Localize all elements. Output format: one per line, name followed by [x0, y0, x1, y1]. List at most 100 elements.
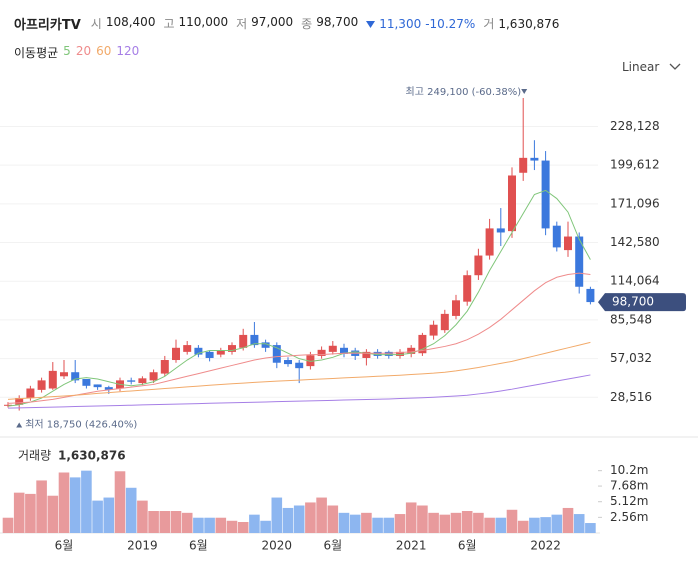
down-arrow [366, 20, 376, 28]
volume-bar [193, 517, 204, 533]
candle-body [216, 350, 225, 355]
volume-bar [181, 512, 193, 533]
candle-body [295, 362, 304, 369]
volume-bar [260, 520, 271, 533]
candle-body [15, 398, 24, 405]
ma-legend-item: 20 [75, 44, 92, 58]
candle-body [474, 255, 483, 276]
ma-line [7, 374, 591, 409]
volume-bar [473, 512, 484, 533]
candle-body [26, 388, 35, 399]
candle-body [172, 347, 180, 361]
quote-value: 108,400 [105, 15, 156, 29]
volume-bar [394, 514, 406, 533]
quotes: 시 108,400 고 110,000 저 97,000 종 98,700 [91, 15, 362, 32]
candle-body [194, 347, 203, 355]
candle-body [384, 351, 393, 356]
volume-bar [484, 517, 495, 533]
candle-body [127, 380, 136, 382]
quote-header: 아프리카TV 시 108,400 고 110,000 저 97,000 종 98,700 11… [14, 14, 559, 33]
candle-body [160, 360, 169, 374]
volume-bar [58, 472, 70, 533]
candle-body [541, 160, 550, 229]
y-tick-label: 28,516 [610, 390, 652, 404]
volume-bar [92, 500, 103, 533]
ma-legend-title: 이동평균 [14, 46, 59, 60]
ma-line [7, 189, 591, 407]
candle-body [328, 345, 337, 352]
x-tick-label: 2022 [530, 539, 561, 553]
y-tick-label: 85,548 [610, 312, 652, 326]
stock-name: 아프리카TV [14, 18, 81, 33]
volume-bar [215, 517, 227, 533]
candle-body [564, 236, 572, 251]
volume-bar [573, 514, 585, 533]
candle-body [530, 157, 539, 161]
chevron [669, 63, 681, 70]
volume-bar [417, 505, 428, 533]
candle-body [272, 345, 281, 363]
volume-bar [271, 497, 283, 533]
candle-body [4, 404, 12, 406]
candle-body [239, 334, 248, 348]
candle-body [82, 379, 91, 386]
ma-line [7, 341, 591, 400]
x-tick-label: 6월 [458, 539, 477, 553]
y-tick-label: 199,612 [610, 158, 660, 172]
candle-body [463, 275, 472, 302]
volume-bar [170, 511, 182, 533]
y-tick-label: 5.12m [610, 494, 648, 508]
x-tick-label: 2021 [396, 539, 427, 553]
volume-bar [316, 497, 327, 533]
x-tick-label: 6월 [189, 539, 208, 553]
volume-bar [36, 480, 47, 533]
volume-bar [327, 505, 339, 533]
candle-body [183, 345, 192, 352]
volume-bar [148, 511, 159, 533]
change-pct: -10.27% [425, 16, 476, 31]
quote-label: 종 [301, 17, 313, 31]
x-tick-label: 6월 [55, 539, 74, 553]
y-tick-label: 228,128 [610, 119, 660, 133]
candle-body [496, 228, 505, 233]
candle-body [261, 342, 270, 348]
y-tick-label: 7.68m [610, 479, 648, 493]
candle-body [71, 372, 80, 381]
volume-bar [338, 512, 350, 533]
volume-bar [25, 493, 36, 533]
candle-body [373, 351, 382, 356]
candle-body [60, 372, 68, 377]
low-arrow [16, 422, 23, 428]
candle-body [429, 324, 438, 336]
y-tick-label: 114,064 [610, 274, 660, 288]
volume-bar [137, 500, 148, 533]
candle-body [407, 347, 416, 354]
x-tick-label: 2020 [262, 539, 293, 553]
ma-legend-item: 120 [116, 44, 140, 58]
volume-bar [282, 507, 294, 533]
volume-bar [2, 517, 14, 533]
high-arrow [521, 89, 528, 95]
quote-value: 98,700 [316, 15, 359, 29]
candle-body [116, 380, 124, 389]
volume-bar [69, 477, 81, 533]
x-tick-label: 2019 [127, 539, 158, 553]
volume-bar [461, 511, 473, 533]
low-annotation: 최저 18,750 (426.40%) [25, 419, 137, 431]
quote-value: 97,000 [251, 15, 294, 29]
volume-bar [125, 487, 137, 533]
volume-bar [495, 517, 507, 533]
candle-body [552, 225, 561, 248]
candle-body [396, 351, 404, 356]
volume-bar [383, 517, 395, 533]
y-tick-label: 142,580 [610, 235, 660, 249]
candle-body [575, 236, 584, 287]
volume-bar [517, 520, 529, 533]
candle-body [149, 372, 158, 381]
volume: 1,630,876 [498, 16, 560, 31]
candle-body [228, 345, 236, 352]
scale-mode[interactable]: Linear [622, 60, 681, 74]
volume-bar [114, 471, 126, 533]
